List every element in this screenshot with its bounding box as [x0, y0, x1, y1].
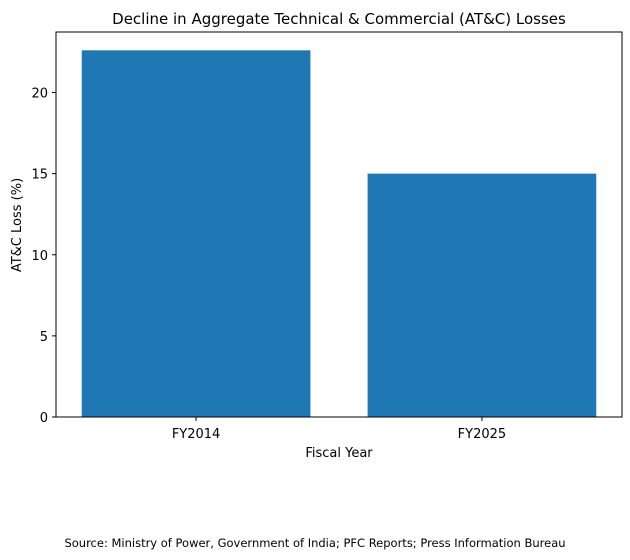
- y-tick-label: 10: [31, 249, 48, 264]
- y-tick-label: 0: [40, 411, 48, 426]
- source-note: Source: Ministry of Power, Government of…: [64, 536, 565, 550]
- bar-fy2025: [367, 173, 597, 417]
- y-tick-label: 20: [31, 87, 48, 102]
- y-axis-label: AT&C Loss (%): [10, 178, 25, 272]
- x-tick-label: FY2014: [172, 427, 221, 442]
- x-axis-label: Fiscal Year: [305, 446, 373, 461]
- y-tick-label: 15: [31, 168, 48, 183]
- y-tick-label: 5: [40, 330, 48, 345]
- axes-frame: [55, 31, 623, 418]
- bar-fy2014: [81, 50, 311, 417]
- x-tick-label: FY2025: [458, 427, 507, 442]
- chart-title: Decline in Aggregate Technical & Commerc…: [112, 10, 566, 28]
